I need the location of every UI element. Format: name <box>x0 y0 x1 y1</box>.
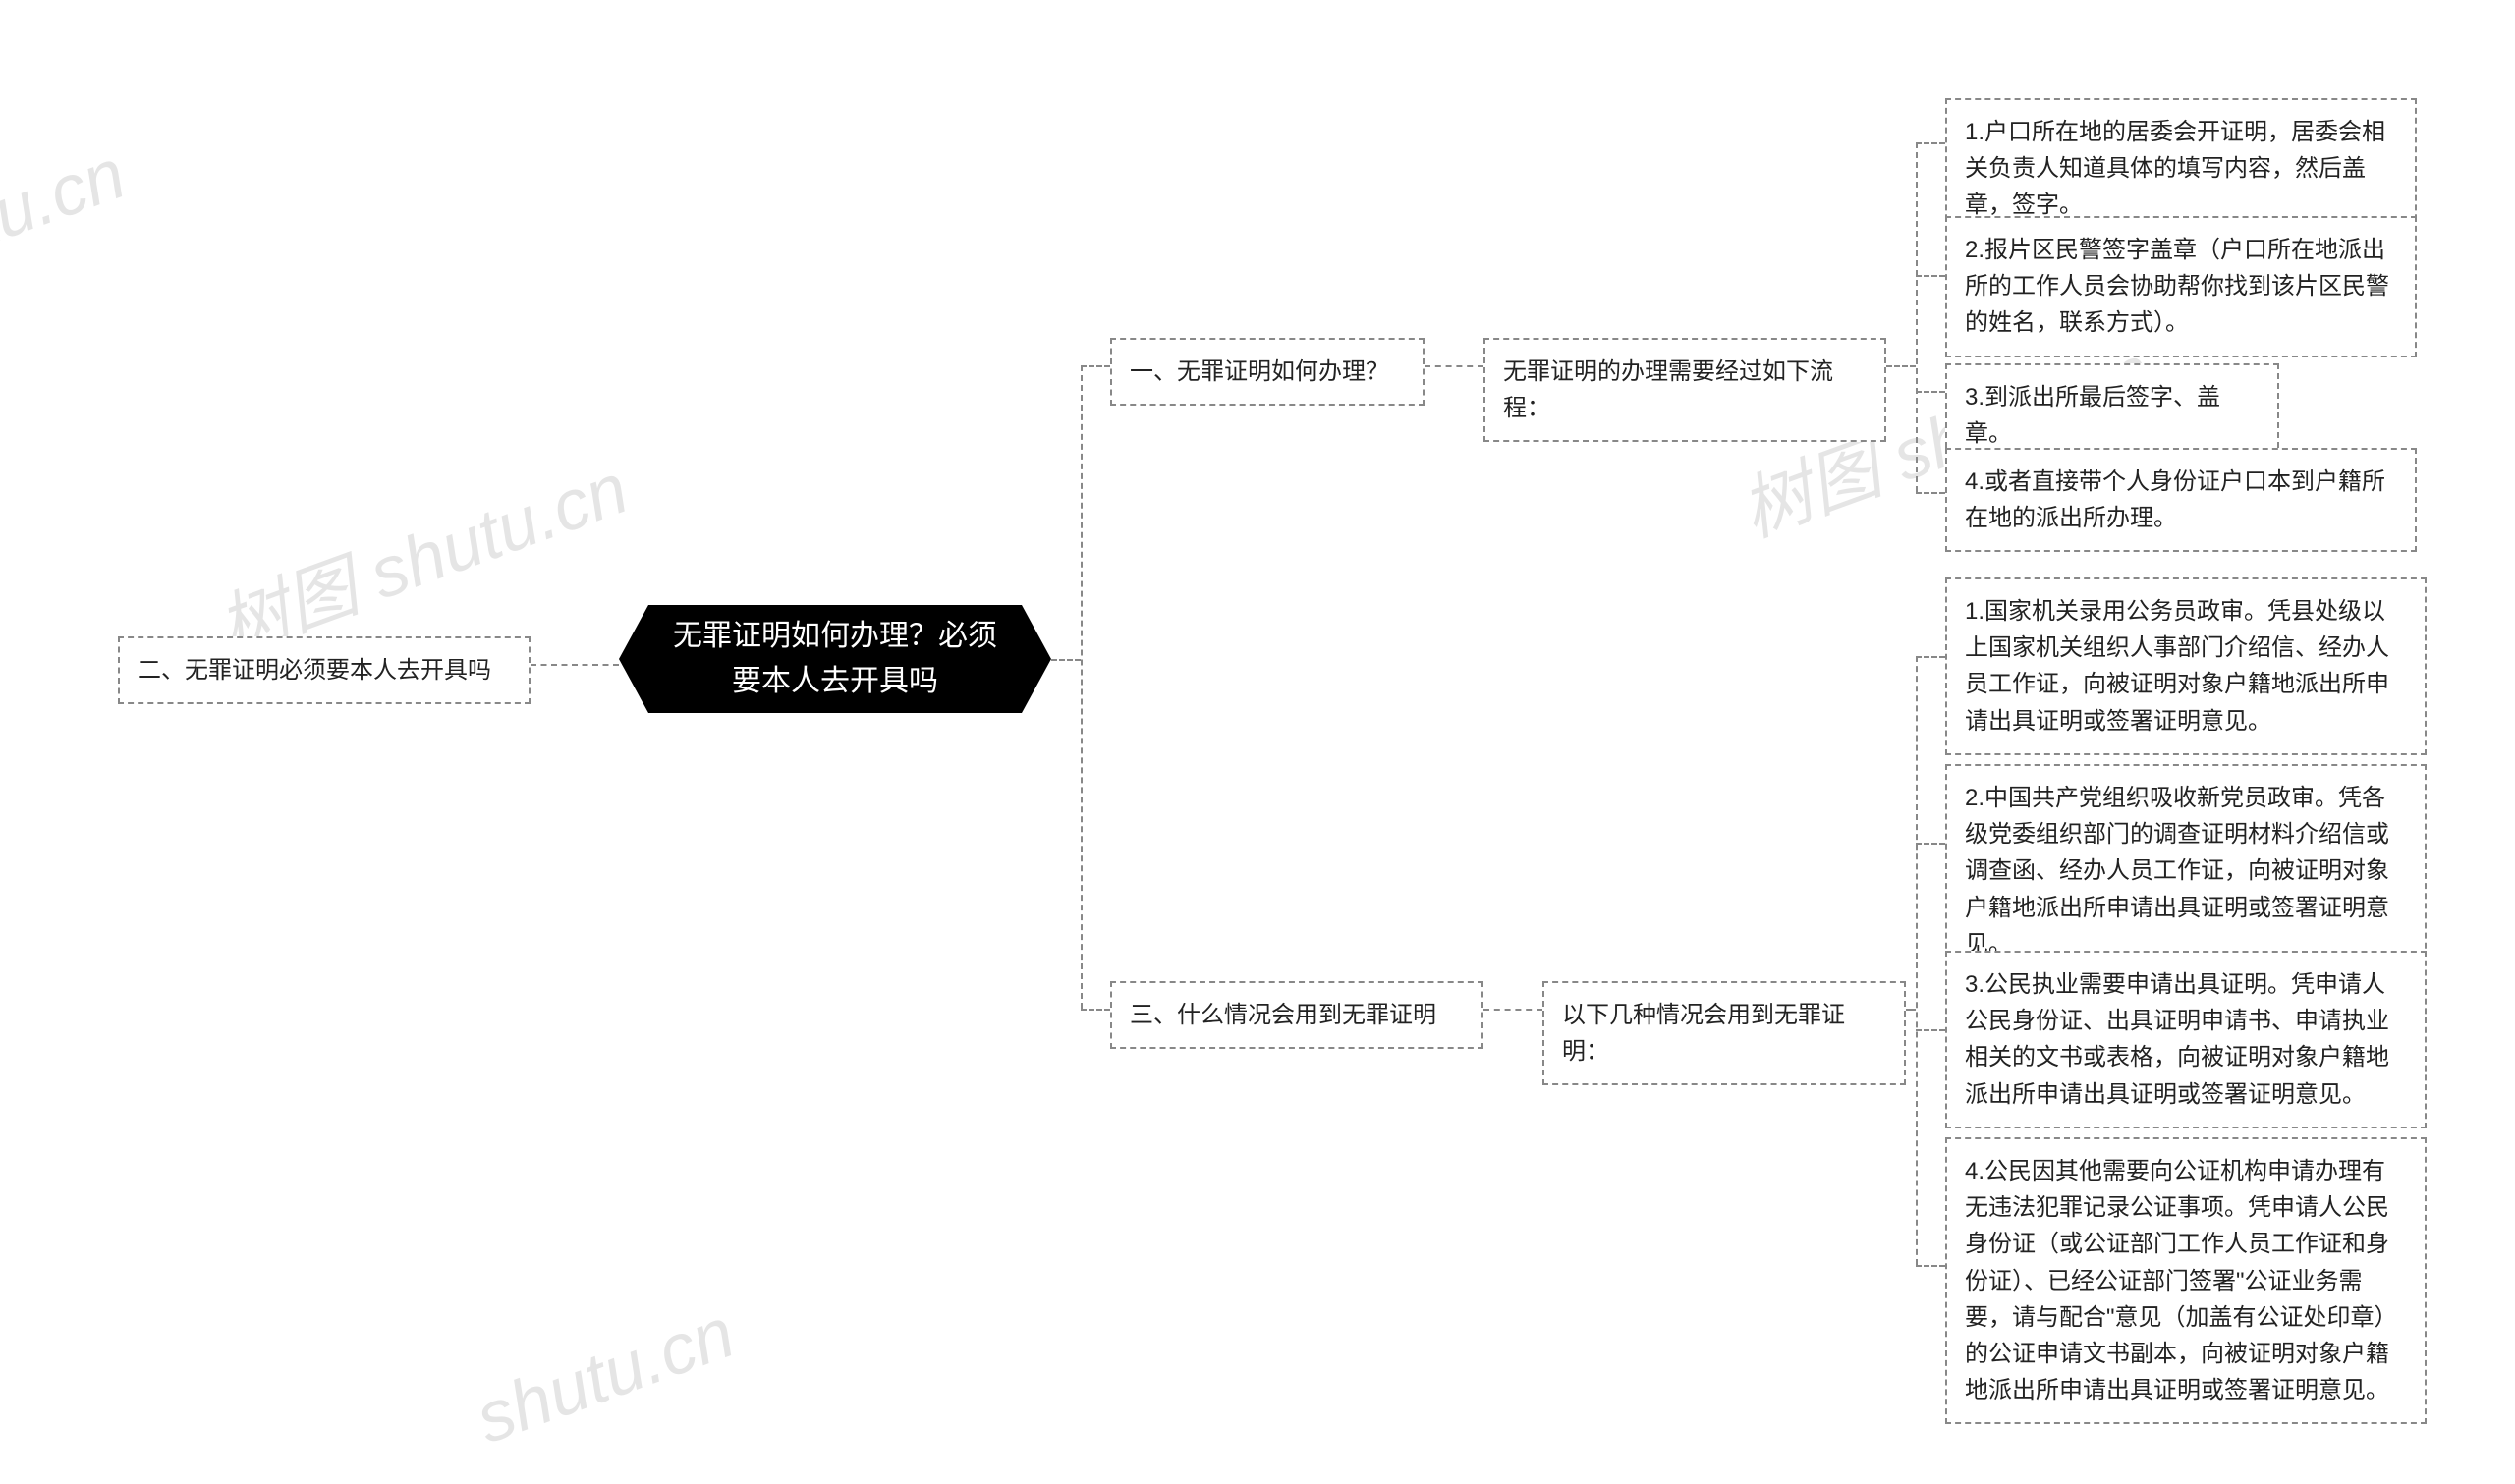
connector <box>1916 1029 1945 1031</box>
connector <box>1081 1009 1110 1011</box>
branch-3-item-2: 2.中国共产党组织吸收新党员政审。凭各级党委组织部门的调查证明材料介绍信或调查函… <box>1945 764 2427 978</box>
branch-1-item-4: 4.或者直接带个人身份证户口本到户籍所在地的派出所办理。 <box>1945 448 2417 552</box>
connector <box>1051 659 1081 661</box>
branch-3-item-1: 1.国家机关录用公务员政审。凭县处级以上国家机关组织人事部门介绍信、经办人员工作… <box>1945 577 2427 755</box>
branch-3-item-3: 3.公民执业需要申请出具证明。凭申请人公民身份证、出具证明申请书、申请执业相关的… <box>1945 951 2427 1128</box>
branch-3-sub: 以下几种情况会用到无罪证明： <box>1542 981 1906 1085</box>
connector <box>1916 492 1945 494</box>
connector <box>1916 656 1945 658</box>
connector <box>1425 365 1483 367</box>
branch-3: 三、什么情况会用到无罪证明 <box>1110 981 1483 1049</box>
connector <box>1916 391 1945 393</box>
root-line2: 要本人去开具吗 <box>732 659 938 705</box>
root-line1: 无罪证明如何办理？必须 <box>673 614 997 660</box>
branch-1-sub: 无罪证明的办理需要经过如下流程： <box>1483 338 1886 442</box>
branch-3-item-4: 4.公民因其他需要向公证机构申请办理有无违法犯罪记录公证事项。凭申请人公民身份证… <box>1945 1137 2427 1424</box>
connector <box>1906 1009 1916 1011</box>
branch-1: 一、无罪证明如何办理？ <box>1110 338 1425 406</box>
connector <box>1483 1009 1542 1011</box>
branch-1-item-2: 2.报片区民警签字盖章（户口所在地派出所的工作人员会协助帮你找到该片区民警的姓名… <box>1945 216 2417 357</box>
connector <box>1916 843 1945 845</box>
connector <box>531 664 619 666</box>
root-node: 无罪证明如何办理？必须 要本人去开具吗 <box>619 605 1051 713</box>
connector <box>1081 365 1110 367</box>
watermark: shutu.cn <box>466 1292 745 1459</box>
mindmap-canvas: 树图 shutu.cn 树图 shutu.cn shutu.cn shutu.c… <box>0 0 2515 1484</box>
branch-2: 二、无罪证明必须要本人去开具吗 <box>118 636 531 704</box>
connector <box>1916 275 1945 277</box>
connector <box>1916 142 1918 492</box>
connector <box>1916 1265 1945 1267</box>
connector <box>1081 365 1083 1009</box>
connector <box>1916 142 1945 144</box>
connector <box>1916 656 1918 1265</box>
watermark: shutu.cn <box>0 134 136 301</box>
connector <box>1886 365 1916 367</box>
